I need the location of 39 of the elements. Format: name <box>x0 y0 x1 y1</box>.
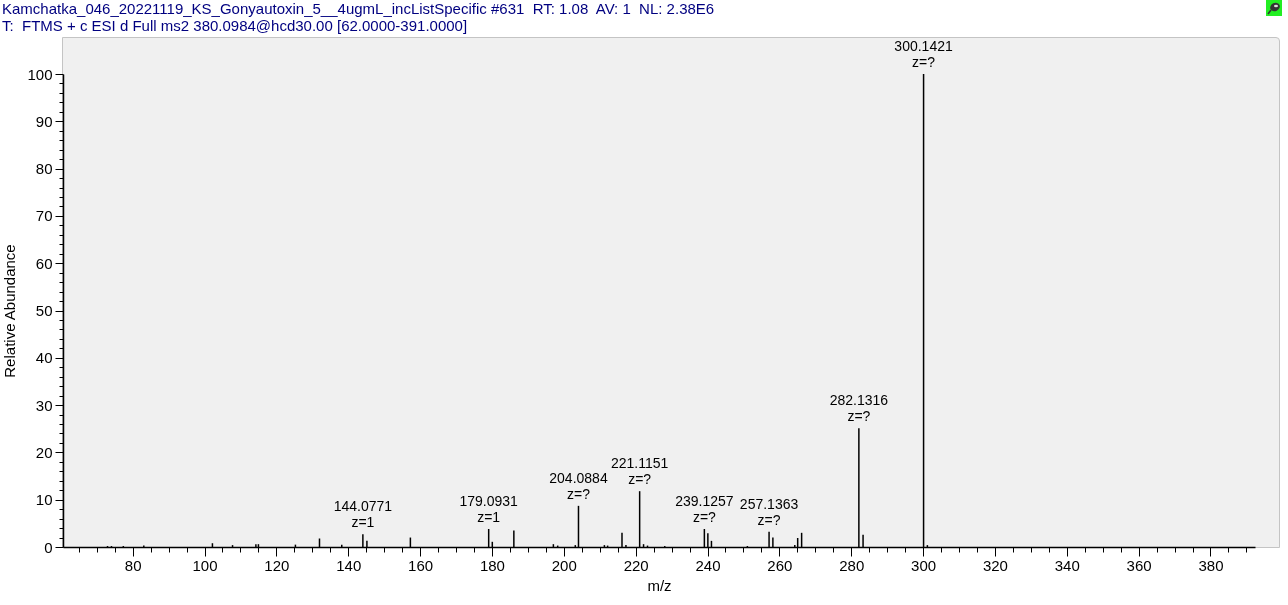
y-tick-label: 90 <box>35 112 53 130</box>
annotation: 282.1316 z=? <box>829 392 889 425</box>
y-tick-label: 60 <box>35 254 53 272</box>
x-tick-label: 100 <box>192 556 218 574</box>
x-tick-label: 200 <box>551 556 577 574</box>
x-tick-label: 140 <box>336 556 362 574</box>
x-tick-label: 180 <box>479 556 505 574</box>
chart-title: Kamchatka_046_20221119_KS_Gonyautoxin_5__4ugmL_incListSpecific #631 RT: 1.08 AV: 1 NL: 2.38E6 <box>2 0 715 17</box>
x-tick-label: 380 <box>1198 556 1224 574</box>
x-tick-label: 240 <box>695 556 721 574</box>
x-tick-label: 160 <box>408 556 434 574</box>
x-tick-label: 320 <box>982 556 1008 574</box>
x-tick-label: 360 <box>1126 556 1152 574</box>
y-tick-label: 20 <box>35 443 53 461</box>
y-tick-label: 100 <box>27 65 53 83</box>
y-tick-label: 50 <box>35 302 53 319</box>
y-tick-label: 80 <box>35 160 53 178</box>
annotation: 179.0931 z=1 <box>459 493 519 526</box>
annotation: 300.1421 z=? <box>894 38 953 70</box>
x-axis-title: m/z <box>647 576 672 594</box>
y-tick-label: 70 <box>35 207 53 225</box>
x-tick-label: 80 <box>124 556 142 574</box>
y-tick-label: 10 <box>35 491 53 509</box>
x-tick-label: 300 <box>911 556 937 574</box>
y-tick-label: 40 <box>35 349 53 367</box>
x-tick-label: 280 <box>839 556 865 574</box>
x-tick-label: 220 <box>623 556 649 574</box>
y-tick-label: 0 <box>44 538 53 556</box>
x-tick-label: 120 <box>264 556 290 574</box>
y-tick-label: 30 <box>35 396 53 414</box>
chart-subtitle: T: FTMS + c ESI d Full ms2 380.0984@hcd30.00 [62.0000-391.0000] <box>2 17 468 34</box>
x-tick-label: 260 <box>767 556 793 574</box>
x-tick-label: 340 <box>1054 556 1080 574</box>
annotation: 204.0884 z=? <box>549 469 608 502</box>
annotation: 221.1151 z=? <box>610 455 669 488</box>
annotation: 144.0771 z=1 <box>333 498 393 531</box>
annotation: 239.1257 z=? <box>675 493 734 526</box>
annotation: 257.1363 z=? <box>739 495 799 528</box>
y-axis-title: Relative Abundance <box>1 244 19 378</box>
